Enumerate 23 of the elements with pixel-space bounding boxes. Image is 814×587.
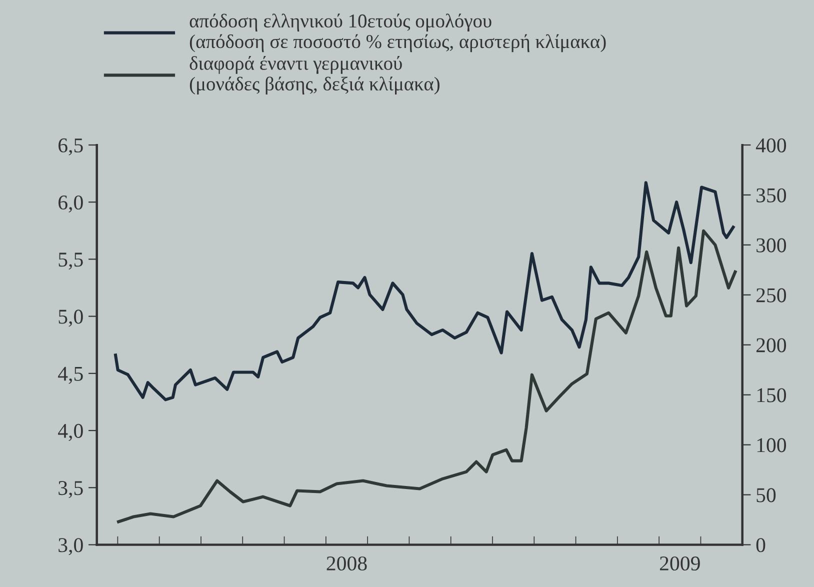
y-tick-label: 5,0 — [58, 310, 83, 327]
y-tick-label: 5,5 — [58, 252, 83, 270]
y-tick-label: 6,5 — [58, 138, 83, 156]
y-tick-label: 4,0 — [58, 424, 83, 441]
y2-tick-label: 250 — [756, 288, 786, 302]
legend-label: απόδοση ελληνικού 10ετούς ομολόγου (απόδοση σε ποσοστό % ετησίως, αριστερή κλίμακα) — [190, 14, 606, 52]
y2-tick-label: 150 — [757, 388, 786, 402]
y-tick-label: 4,5 — [58, 366, 83, 384]
y-tick-label: 3,0 — [58, 538, 83, 556]
y2-tick-label: 100 — [757, 438, 786, 452]
line-series — [116, 229, 737, 524]
y2-tick-label: 350 — [756, 188, 786, 202]
legend-label: διαφορά έναντι γερμανικού (μονάδες βάσης, δεξιά κλίμακα) — [190, 56, 440, 95]
y2-tick-label: 200 — [756, 338, 786, 352]
y2-tick-label: 0 — [756, 538, 766, 552]
y2-tick-label: 400 — [756, 138, 786, 152]
y2-tick-label: 50 — [756, 488, 776, 502]
y-tick-label: 6,0 — [58, 195, 83, 213]
line-series — [114, 181, 735, 402]
x-tick-label: 2008 — [326, 556, 367, 571]
y2-tick-label: 300 — [756, 238, 786, 252]
y-tick-label: 3,5 — [58, 481, 83, 498]
x-tick-label: 2009 — [660, 556, 700, 571]
